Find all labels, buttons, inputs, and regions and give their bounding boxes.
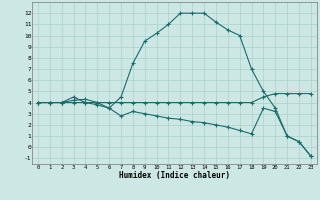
X-axis label: Humidex (Indice chaleur): Humidex (Indice chaleur) (119, 171, 230, 180)
